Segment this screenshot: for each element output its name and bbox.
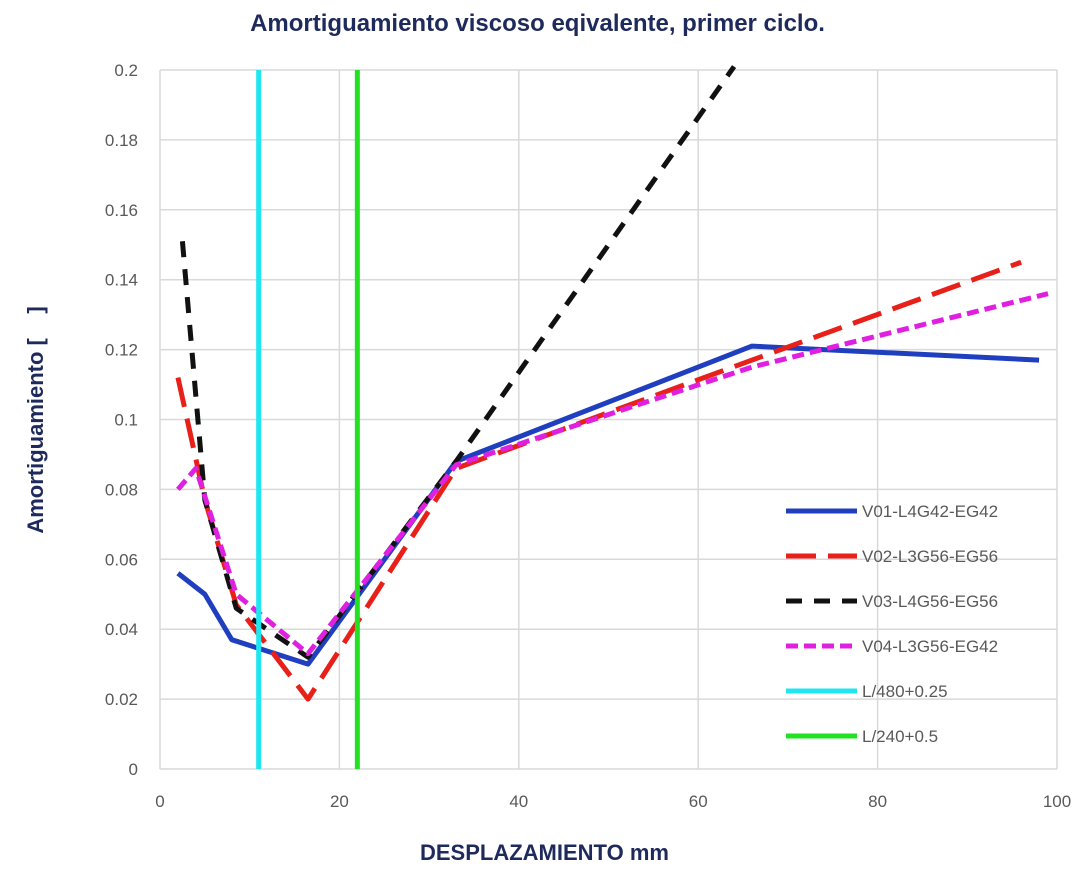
legend-label: L/480+0.25	[862, 682, 948, 701]
y-tick-label: 0.16	[105, 201, 138, 220]
series-line-v02-l3g56-eg56	[175, 259, 1022, 702]
legend-label: V02-L3G56-EG56	[862, 547, 998, 566]
legend: V01-L4G42-EG42 V02-L3G56-EG56 V03-L4G56-EG…	[786, 502, 998, 746]
y-tick-label: 0.2	[114, 61, 138, 80]
y-tick-label: 0.08	[105, 480, 138, 499]
x-tick-label: 40	[509, 792, 528, 811]
x-tick-label: 0	[155, 792, 164, 811]
y-tick-label: 0.14	[105, 271, 138, 290]
series-line-v01-l4g42-eg42	[176, 343, 1040, 667]
chart-title: Amortiguamiento viscoso eqivalente, prim…	[250, 10, 825, 37]
legend-label: V01-L4G42-EG42	[862, 502, 998, 521]
series-line-v03-l4g56-eg56	[179, 65, 737, 660]
series-line-v04-l3g56-eg42	[176, 291, 1049, 657]
x-tick-label: 20	[330, 792, 349, 811]
y-tick-label: 0.1	[114, 411, 138, 430]
y-tick-label: 0.06	[105, 550, 138, 569]
y-tick-label: 0	[129, 760, 138, 779]
x-tick-label: 80	[868, 792, 887, 811]
x-axis-label: DESPLAZAMIENTO mm	[420, 840, 669, 865]
series-lines	[175, 65, 1049, 769]
y-tick-label: 0.04	[105, 620, 138, 639]
legend-label: L/240+0.5	[862, 727, 938, 746]
y-axis-label: Amortiguamiento [ ]	[23, 306, 48, 534]
y-tick-label: 0.02	[105, 690, 138, 709]
tick-labels: 0 0.02 0.04 0.06 0.08 0.1 0.12 0.14 0.16 0.18 0.2 0…	[105, 61, 1071, 811]
y-tick-label: 0.18	[105, 131, 138, 150]
legend-label: V04-L3G56-EG42	[862, 637, 998, 656]
x-tick-label: 60	[689, 792, 708, 811]
x-tick-label: 100	[1043, 792, 1071, 811]
grid-lines	[159, 69, 1058, 770]
legend-label: V03-L4G56-EG56	[862, 592, 998, 611]
y-tick-label: 0.12	[105, 341, 138, 360]
